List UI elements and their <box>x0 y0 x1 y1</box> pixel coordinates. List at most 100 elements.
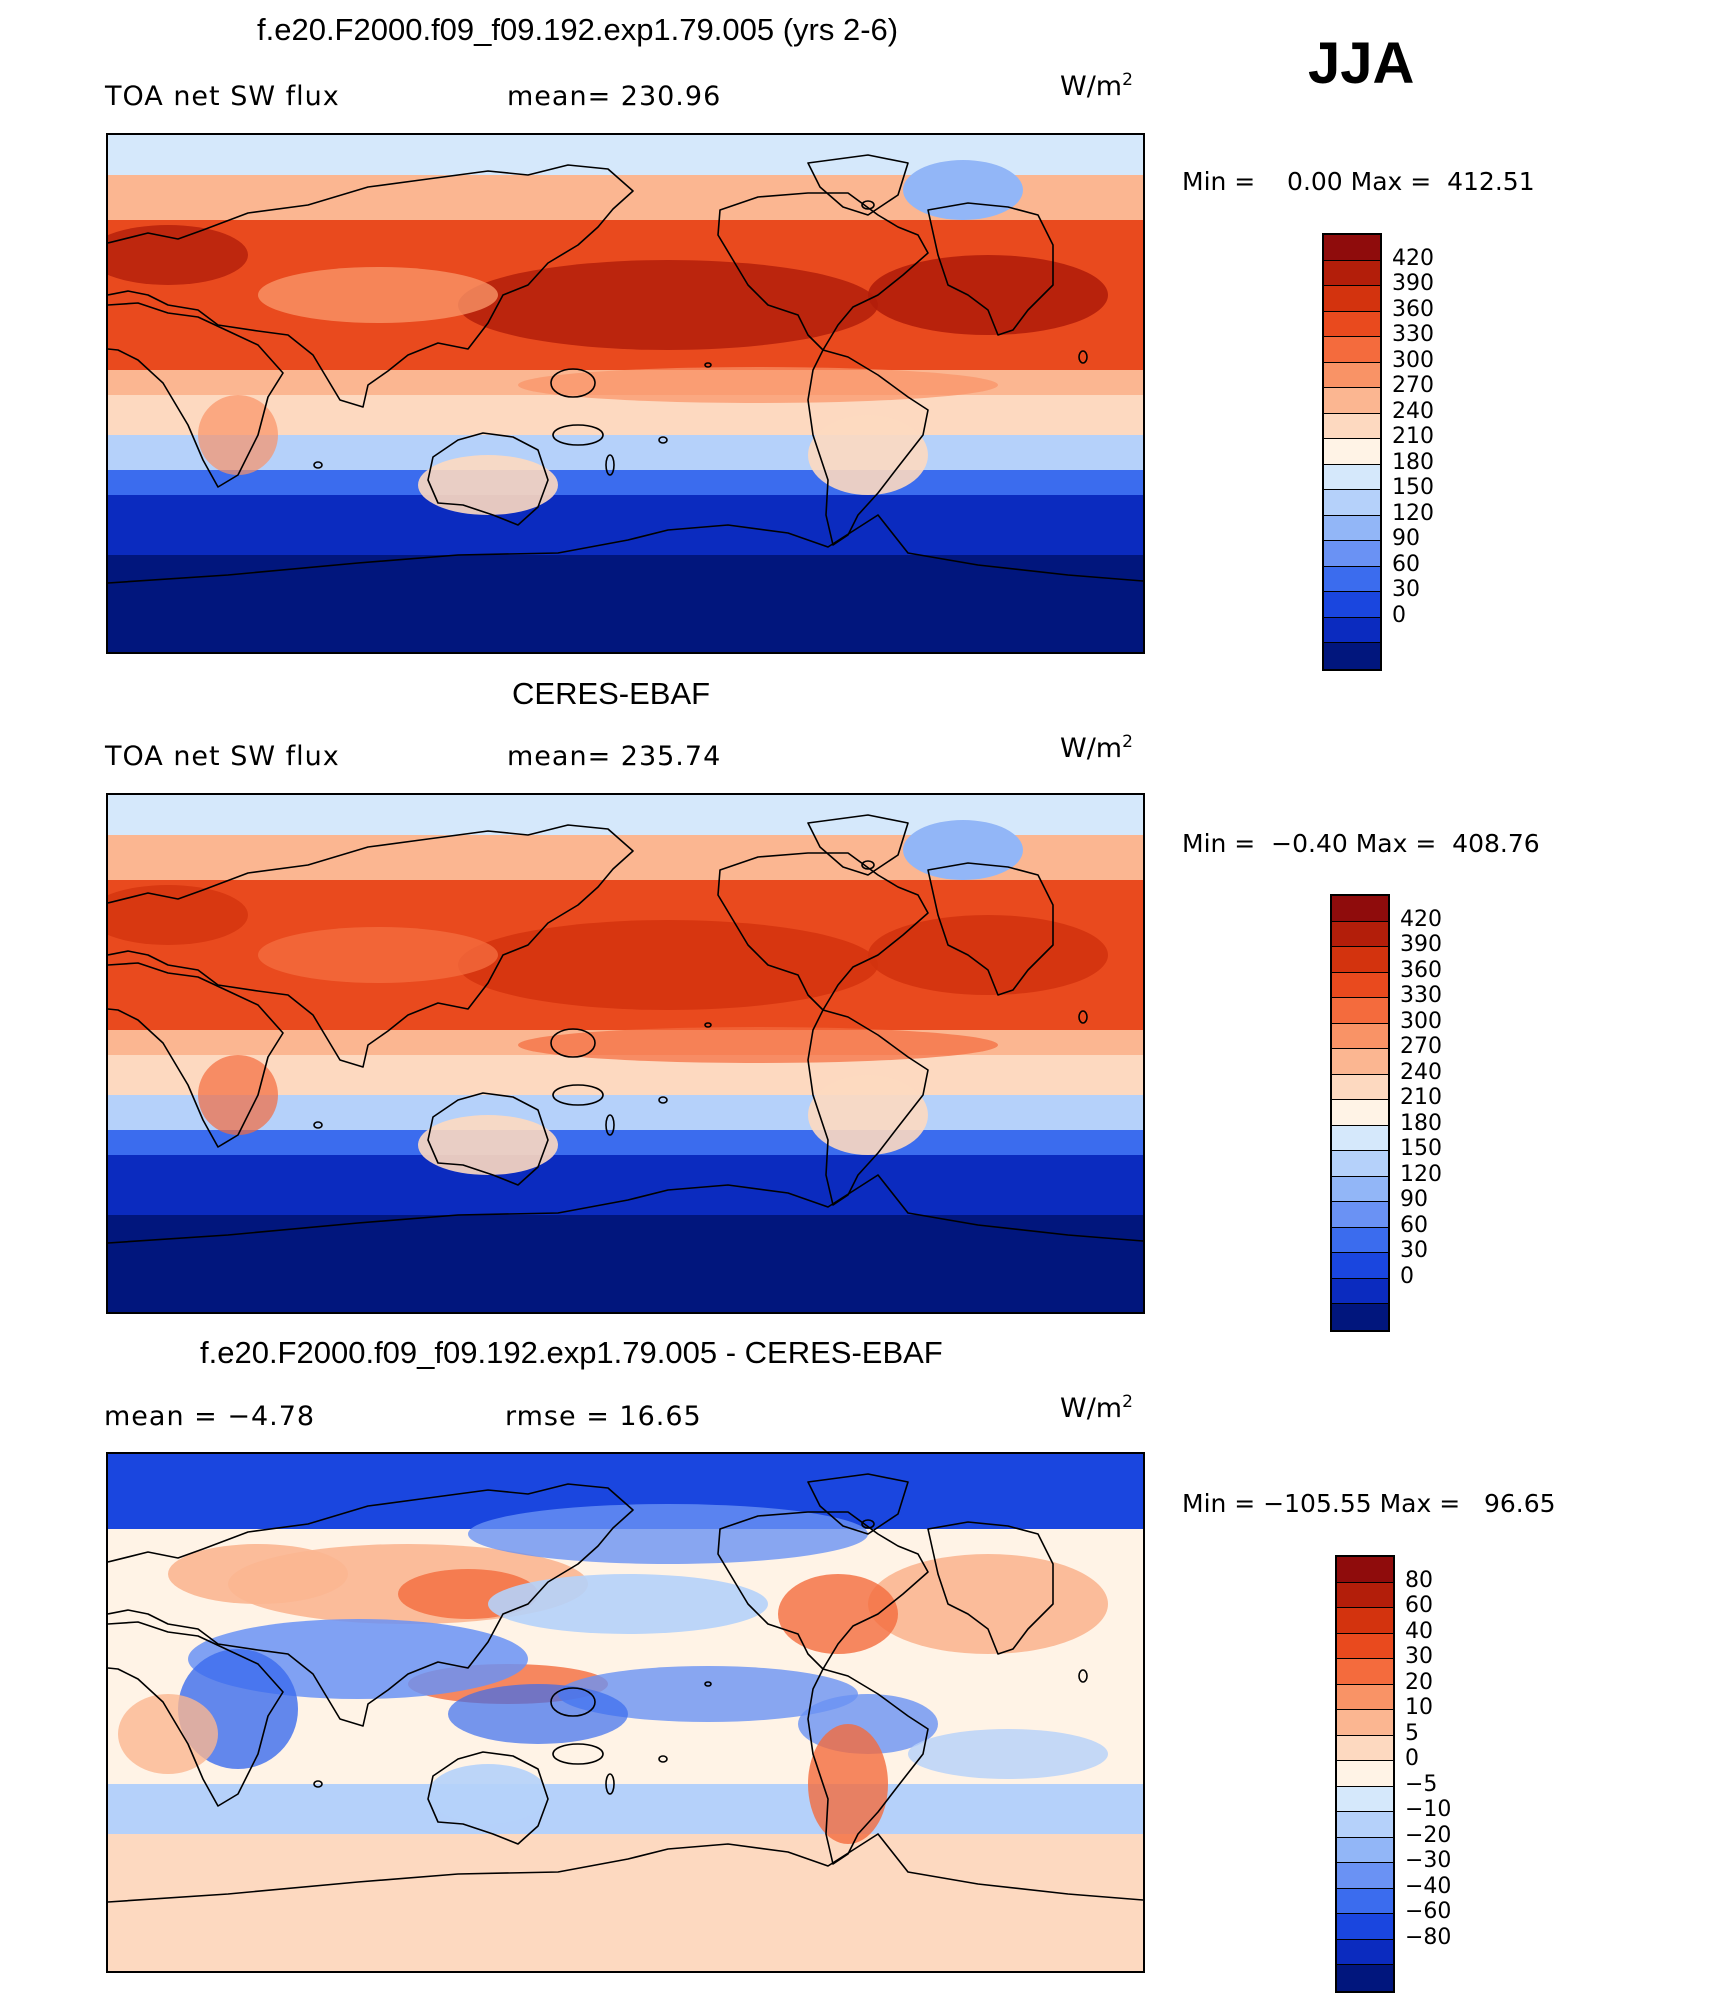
colorbar-cell <box>1332 1176 1388 1202</box>
coastline <box>807 154 909 216</box>
colorbar-cell <box>1324 311 1380 337</box>
coastlines <box>108 814 1143 1244</box>
colorbar-tick-label: 330 <box>1392 322 1434 347</box>
colorbar-tick-label: −40 <box>1405 1873 1452 1899</box>
colorbar-tick-label: 390 <box>1392 271 1434 296</box>
colorbar-tick-label: 120 <box>1400 1161 1442 1187</box>
colorbar-cell <box>1332 1049 1388 1075</box>
island-outline <box>1078 1669 1088 1683</box>
island-outline <box>552 1084 604 1106</box>
colorbar-cell <box>1337 1939 1393 1965</box>
island-outline <box>658 1096 668 1104</box>
island-outline <box>861 200 875 210</box>
colorbar-cell <box>1324 541 1380 567</box>
island-outline <box>1078 350 1088 364</box>
island-outline <box>605 1773 615 1795</box>
colorbar-tick-label: −20 <box>1405 1822 1452 1848</box>
coastline <box>807 1668 929 1865</box>
field-blob <box>868 1554 1108 1654</box>
field-blob <box>488 1574 768 1634</box>
field-blob <box>778 1574 898 1654</box>
island-outline <box>861 1519 875 1529</box>
coastline <box>927 862 1054 996</box>
island-outline <box>704 1681 712 1687</box>
coastline <box>717 852 929 1011</box>
coastlines <box>108 1473 1143 1903</box>
colorbar-tick-label: 270 <box>1392 373 1434 398</box>
coastline <box>927 1521 1054 1655</box>
field-band <box>108 470 1143 495</box>
panel-1-title: f.e20.F2000.f09_f09.192.exp1.79.005 (yrs… <box>257 12 899 47</box>
panel-1-colorbar: 420 390 360 330 300 270 240 210 180 150 120 90 60 30 0 <box>1322 233 1434 671</box>
island-outline <box>550 1028 596 1058</box>
colorbar-tick-label: 300 <box>1392 347 1434 373</box>
colorbar-cell <box>1324 643 1380 669</box>
panel-2-variable-label: TOA net SW flux <box>105 741 340 772</box>
colorbar-cell <box>1337 1837 1393 1863</box>
colorbar-cell <box>1324 464 1380 490</box>
island-outline <box>313 1121 323 1129</box>
island-outline <box>313 461 323 469</box>
colorbar-cell <box>1332 1278 1388 1304</box>
colorbar-tick-label: 180 <box>1392 449 1434 475</box>
colorbar-cell <box>1324 439 1380 465</box>
field-blob <box>198 395 278 475</box>
panel-3-title: f.e20.F2000.f09_f09.192.exp1.79.005 - CE… <box>200 1335 943 1370</box>
island-outline <box>704 362 712 368</box>
island-outline <box>552 1743 604 1765</box>
colorbar-tick-label: 5 <box>1405 1720 1419 1746</box>
colorbar-cell <box>1332 1023 1388 1049</box>
panel-2-mean-label: mean= 235.74 <box>507 741 722 772</box>
panel-1-units: W/m2 <box>1060 70 1133 102</box>
colorbar-cell <box>1324 235 1380 261</box>
colorbar-tick-label: 60 <box>1400 1212 1428 1238</box>
island-outline <box>704 1022 712 1028</box>
colorbar-cell <box>1337 1888 1393 1914</box>
field-blob <box>258 267 498 323</box>
colorbar-cell <box>1324 515 1380 541</box>
colorbar-tick-label: 0 <box>1405 1746 1419 1771</box>
colorbar-tick-label: 30 <box>1392 577 1420 602</box>
island-outline <box>605 454 615 476</box>
colorbar-cell <box>1324 617 1380 643</box>
colorbar-cells <box>1322 233 1382 671</box>
colorbar-tick-label: 150 <box>1392 475 1434 500</box>
field-blob <box>808 1724 888 1844</box>
island-outline <box>861 860 875 870</box>
panel-1-min-max: Min = 0.00 Max = 412.51 <box>1182 167 1535 196</box>
coastline <box>108 1621 284 1807</box>
colorbar-cell <box>1337 1914 1393 1940</box>
colorbar-tick-label: 90 <box>1400 1187 1428 1212</box>
field-blob <box>198 1055 278 1135</box>
colorbar-tick-label: −10 <box>1405 1797 1452 1822</box>
island-outline <box>313 1780 323 1788</box>
panel-3-mean-label: mean = −4.78 <box>104 1401 316 1432</box>
colorbar-cell <box>1337 1684 1393 1710</box>
colorbar-tick-label: 30 <box>1405 1644 1433 1669</box>
colorbar-tick-label: 90 <box>1392 526 1420 551</box>
panel-2-colorbar: 420 390 360 330 300 270 240 210 180 150 120 90 60 30 0 <box>1330 894 1442 1332</box>
colorbar-tick-label: 10 <box>1405 1695 1433 1720</box>
colorbar-cell <box>1324 566 1380 592</box>
coastline <box>427 1092 549 1186</box>
colorbar-cell <box>1324 413 1380 439</box>
field-band <box>108 1155 1143 1215</box>
field-blob <box>808 1075 928 1155</box>
colorbar-tick-label: 60 <box>1392 551 1420 577</box>
colorbar-tick-label: −80 <box>1405 1924 1452 1950</box>
coastline <box>807 1473 909 1535</box>
colorbar-tick-label: 360 <box>1400 957 1442 983</box>
field-blob <box>118 1694 218 1774</box>
colorbar-tick-label: 80 <box>1405 1567 1433 1593</box>
field-band <box>108 435 1143 470</box>
colorbar-tick-label: 0 <box>1400 1263 1414 1289</box>
colorbar-cells <box>1335 1555 1395 1993</box>
colorbar-cell <box>1337 1633 1393 1659</box>
colorbar-cell <box>1332 1074 1388 1100</box>
panel-2-title: CERES-EBAF <box>512 676 711 711</box>
coastline <box>807 349 929 546</box>
colorbar-cell <box>1324 260 1380 286</box>
panel-3-colorbar: 80 60 40 30 20 10 5 0 −5 −10 −20 −30 −40 −60 −80 <box>1335 1555 1451 1993</box>
colorbar-tick-label: 0 <box>1392 602 1406 628</box>
field-blob <box>903 820 1023 880</box>
